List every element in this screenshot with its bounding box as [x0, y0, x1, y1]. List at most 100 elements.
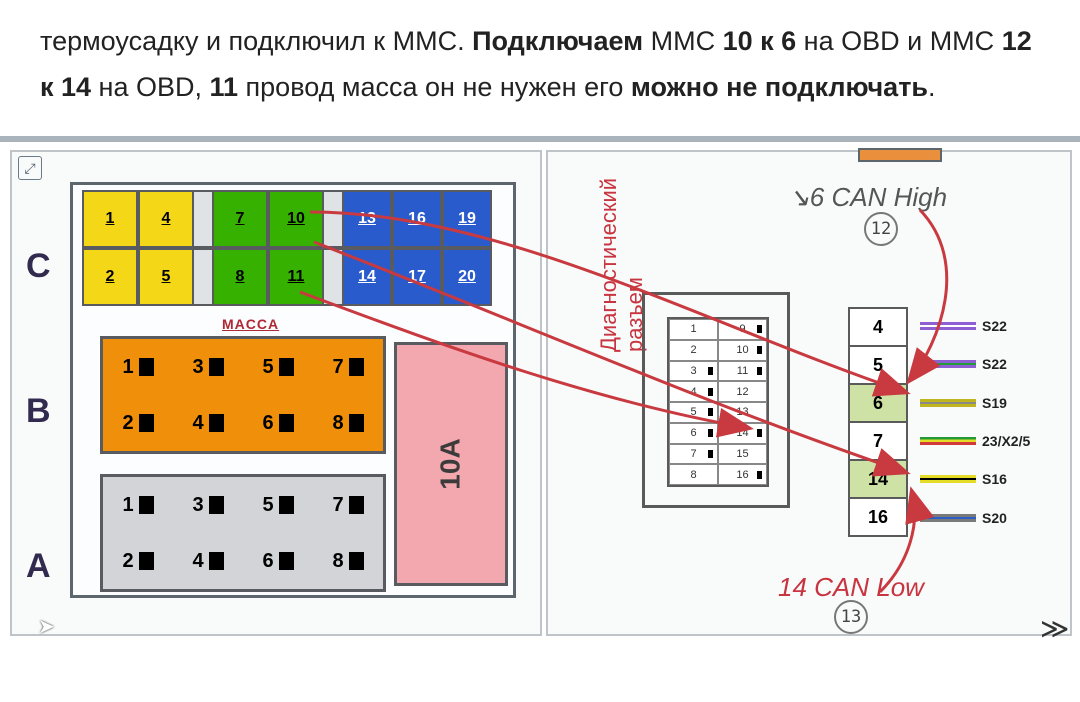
- pin-7: 7: [332, 494, 363, 517]
- t-b2: 10 к 6: [723, 26, 797, 56]
- obd-pin-10: 10: [718, 340, 767, 361]
- side-pin-6: 6: [848, 383, 908, 421]
- wire-S20: S20: [920, 499, 1070, 537]
- t-b4: 11: [210, 72, 239, 102]
- pin-1: 1: [82, 190, 138, 248]
- top-tab: [858, 148, 942, 162]
- label-b: B: [26, 392, 51, 431]
- block-b-row1: 1 3 5 7: [103, 339, 383, 395]
- cursor-icon: ➤: [38, 614, 55, 639]
- pin-5: 5: [262, 494, 293, 517]
- circle-12: 12: [864, 212, 898, 246]
- pin-5: 5: [262, 356, 293, 379]
- obd-pin-16: 16: [718, 464, 767, 485]
- block-a-row2: 2 4 6 8: [103, 533, 383, 589]
- circle-13: 13: [834, 600, 868, 634]
- arrows-icon: ≫: [1040, 612, 1069, 645]
- t-b1: Подключаем: [472, 26, 643, 56]
- pin-20: 20: [442, 248, 492, 306]
- side-pin-7: 7: [848, 421, 908, 459]
- pin-4: 4: [138, 190, 194, 248]
- pin-8: 8: [332, 550, 363, 573]
- obd-connector: 19210311412513614715816: [642, 292, 790, 508]
- diagram-area: ⤢ C B A 14710131619 25811141720 MACCA 13…: [0, 136, 1080, 662]
- pin-2: 2: [122, 412, 153, 435]
- t-w2: ММС: [643, 26, 722, 56]
- obd-pin-6: 6: [669, 423, 718, 444]
- obd-pin-13: 13: [718, 402, 767, 423]
- wire-S22: S22: [920, 307, 1070, 345]
- diag-connector-label: Диагностический разъем: [596, 178, 648, 352]
- wire-labels: S22S22S1923/X2/5S16S20: [920, 307, 1070, 537]
- pin-4: 4: [192, 550, 223, 573]
- pin-11: 11: [268, 248, 324, 306]
- page: термоусадку и подключил к ММС. Подключае…: [0, 0, 1080, 702]
- obd-grid: 19210311412513614715816: [667, 317, 769, 487]
- obd-pin-4: 4: [669, 381, 718, 402]
- pin-6: 6: [262, 550, 293, 573]
- block-c: 14710131619 25811141720: [82, 190, 508, 316]
- label-c: C: [26, 247, 51, 286]
- obd-pin-11: 11: [718, 361, 767, 382]
- wire-23/X2/5: 23/X2/5: [920, 422, 1070, 460]
- wire-S19: S19: [920, 384, 1070, 422]
- obd-pin-7: 7: [669, 444, 718, 465]
- pin-8: 8: [212, 248, 268, 306]
- pin-3: 3: [192, 494, 223, 517]
- obd-pin-9: 9: [718, 319, 767, 340]
- pin-3: 3: [192, 356, 223, 379]
- amp-label: 10A: [435, 438, 467, 489]
- wire-S22: S22: [920, 345, 1070, 383]
- obd-pin-3: 3: [669, 361, 718, 382]
- can-low-label: 14 CAN Low: [778, 572, 924, 603]
- wire-S16: S16: [920, 460, 1070, 498]
- side-pin-14: 14: [848, 459, 908, 497]
- block-c-row1: 14710 131619: [82, 190, 508, 248]
- pins-right: 45671416: [848, 307, 908, 537]
- obd-pin-5: 5: [669, 402, 718, 423]
- pin-19: 19: [442, 190, 492, 248]
- pin-16: 16: [392, 190, 442, 248]
- t-w4: на OBD,: [91, 72, 209, 102]
- zoom-icon[interactable]: ⤢: [18, 156, 42, 180]
- block-b: 1 3 5 7 2 4 6 8: [100, 336, 386, 454]
- obd-pin-8: 8: [669, 464, 718, 485]
- t-w1: термоусадку и подключил к ММС.: [40, 26, 472, 56]
- pin-13: 13: [342, 190, 392, 248]
- pin-5: 5: [138, 248, 194, 306]
- block-a: 1 3 5 7 2 4 6 8: [100, 474, 386, 592]
- left-panel: ⤢ C B A 14710131619 25811141720 MACCA 13…: [10, 150, 542, 636]
- pin-4: 4: [192, 412, 223, 435]
- t-w3: на OBD и ММС: [796, 26, 1002, 56]
- label-a: A: [26, 547, 51, 586]
- block-b-row2: 2 4 6 8: [103, 395, 383, 451]
- pin-7: 7: [332, 356, 363, 379]
- obd-pin-12: 12: [718, 381, 767, 402]
- t-b5: можно не подключать: [631, 72, 928, 102]
- massa-label: MACCA: [222, 316, 279, 332]
- side-pin-4: 4: [848, 307, 908, 345]
- obd-pin-2: 2: [669, 340, 718, 361]
- instruction-text: термоусадку и подключил к ММС. Подключае…: [0, 0, 1080, 136]
- obd-pin-15: 15: [718, 444, 767, 465]
- obd-pin-1: 1: [669, 319, 718, 340]
- side-pin-5: 5: [848, 345, 908, 383]
- can-high-label: ↘6 CAN High: [788, 182, 947, 213]
- pin-8: 8: [332, 412, 363, 435]
- pin-2: 2: [82, 248, 138, 306]
- block-c-row2: 25811141720: [82, 248, 508, 306]
- pin-6: 6: [262, 412, 293, 435]
- t-w6: .: [928, 72, 936, 102]
- t-w5: провод масса он не нужен его: [238, 72, 631, 102]
- block-a-row1: 1 3 5 7: [103, 477, 383, 533]
- obd-pin-14: 14: [718, 423, 767, 444]
- pin-1: 1: [122, 356, 153, 379]
- pin-7: 7: [212, 190, 268, 248]
- pin-2: 2: [122, 550, 153, 573]
- side-pin-16: 16: [848, 497, 908, 537]
- pin-10: 10: [268, 190, 324, 248]
- amp-box: 10A: [394, 342, 508, 586]
- pin-1: 1: [122, 494, 153, 517]
- right-panel: Диагностический разъем ↘6 CAN High 12 14…: [546, 150, 1072, 636]
- pin-14: 14: [342, 248, 392, 306]
